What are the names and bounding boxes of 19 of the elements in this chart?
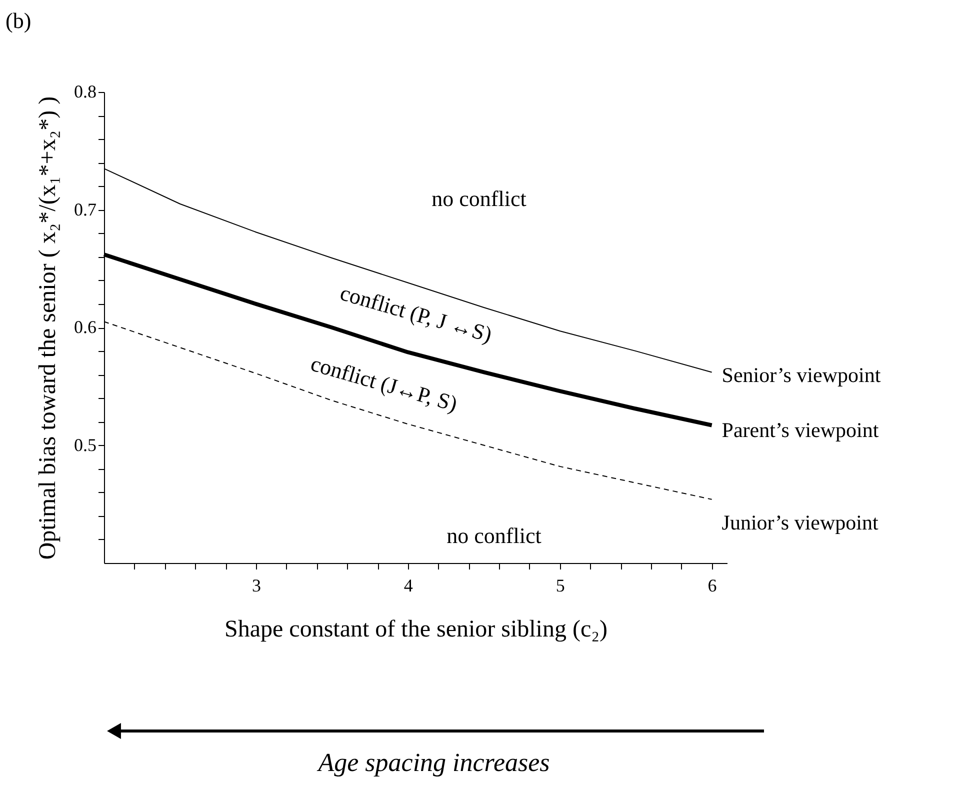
chart-title: (b) <box>6 8 32 33</box>
x-tick-label: 4 <box>404 576 413 596</box>
y-axis-title: Optimal bias toward the senior ( x₂*/(x₁*+x₂*) ) <box>35 96 61 560</box>
annotation: no conflict <box>446 523 542 548</box>
y-tick-label: 0.8 <box>74 82 96 102</box>
annotation: conflict (J↔P, S) <box>308 350 460 416</box>
text: Age spacing increases <box>316 748 550 777</box>
x-tick-label: 6 <box>708 576 717 596</box>
annotation: conflict (P, J ↔S) <box>337 280 495 348</box>
series-label: Junior’s viewpoint <box>722 510 878 534</box>
y-tick-label: 0.6 <box>74 317 96 337</box>
x-axis-title: Shape constant of the senior sibling (c₂) <box>224 616 608 642</box>
y-tick-label: 0.7 <box>74 199 96 220</box>
series-label: Senior’s viewpoint <box>722 363 881 388</box>
series-label: Parent’s viewpoint <box>722 418 879 442</box>
x-tick-label: 3 <box>252 576 261 596</box>
annotation: no conflict <box>432 186 526 211</box>
y-tick-label: 0.5 <box>74 434 96 455</box>
x-tick-label: 5 <box>556 576 565 596</box>
